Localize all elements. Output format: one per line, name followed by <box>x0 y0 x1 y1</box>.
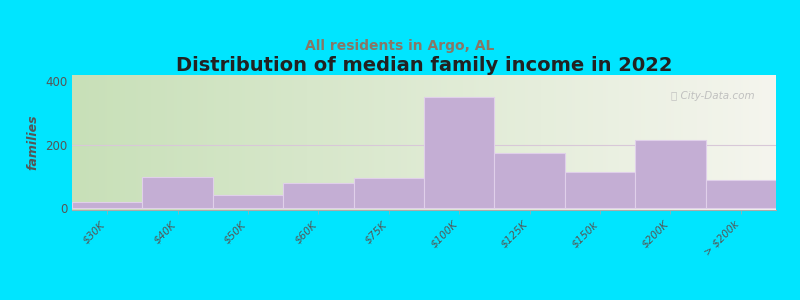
Bar <box>213 195 283 208</box>
Bar <box>706 180 776 208</box>
Bar <box>565 172 635 208</box>
Bar <box>354 178 424 208</box>
Bar <box>72 202 142 208</box>
Bar <box>424 97 494 208</box>
Y-axis label: families: families <box>26 115 39 170</box>
Text: All residents in Argo, AL: All residents in Argo, AL <box>306 39 494 53</box>
Title: Distribution of median family income in 2022: Distribution of median family income in … <box>176 56 672 75</box>
Bar <box>494 153 565 208</box>
Text: ⓘ City-Data.com: ⓘ City-Data.com <box>671 91 755 101</box>
Bar <box>635 140 706 208</box>
Bar <box>142 177 213 208</box>
Bar <box>283 183 354 208</box>
